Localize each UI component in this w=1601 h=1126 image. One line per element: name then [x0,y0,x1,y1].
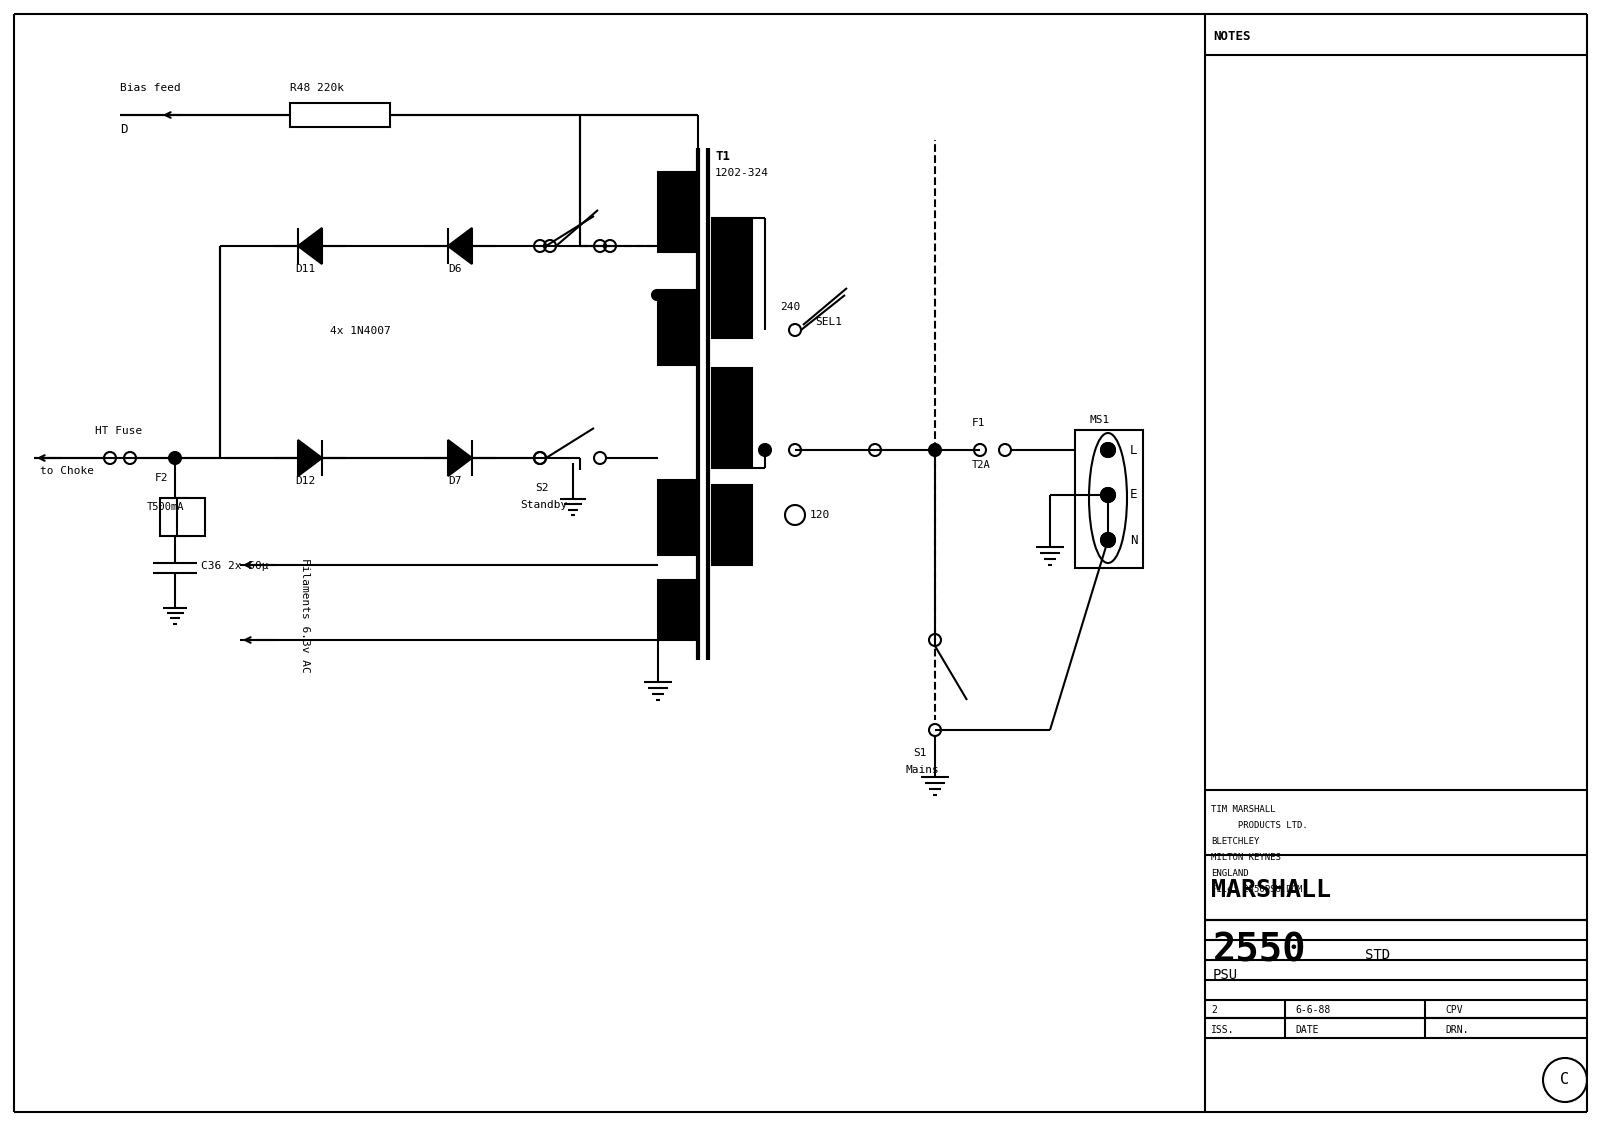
Text: Filaments 6.3v AC: Filaments 6.3v AC [299,557,311,672]
Bar [712,218,752,338]
Text: DRN.: DRN. [1446,1025,1468,1035]
Text: 220: 220 [714,445,735,455]
Bar [712,485,752,565]
Polygon shape [448,227,472,263]
Text: D6: D6 [448,263,461,274]
Text: T1: T1 [716,150,730,163]
Text: D12: D12 [295,476,315,486]
Text: C36 2x 50μ: C36 2x 50μ [202,561,269,571]
Text: F2: F2 [155,473,168,483]
Text: S2: S2 [535,483,549,493]
Text: Bias feed: Bias feed [120,83,181,93]
Text: 120: 120 [810,510,831,520]
Text: DATE: DATE [1295,1025,1319,1035]
Bar [290,102,391,127]
Circle shape [652,291,661,300]
Text: 6-6-88: 6-6-88 [1295,1006,1330,1015]
Circle shape [170,452,181,464]
Text: Standby: Standby [520,500,567,510]
Circle shape [1101,443,1114,457]
Text: TIM MARSHALL: TIM MARSHALL [1210,805,1276,814]
Text: S1: S1 [913,748,927,758]
Bar [712,368,752,468]
Text: STD: STD [1366,948,1390,962]
Text: E: E [1130,489,1137,501]
Text: MILTON KEYNES: MILTON KEYNES [1210,854,1281,863]
Polygon shape [298,440,322,476]
Text: ENGLAND: ENGLAND [1210,869,1249,878]
Circle shape [1101,533,1114,547]
Circle shape [1101,443,1114,457]
Text: F1: F1 [972,418,986,428]
Text: D11: D11 [295,263,315,274]
Bar [1074,430,1143,568]
Bar [178,498,205,536]
Text: R48 220k: R48 220k [290,83,344,93]
Text: PSU: PSU [1214,968,1238,982]
Text: T2A: T2A [972,461,991,470]
Polygon shape [298,227,322,263]
Text: PRODUCTS LTD.: PRODUCTS LTD. [1210,821,1308,830]
Text: T500mA: T500mA [147,502,184,512]
Text: ISS.: ISS. [1210,1025,1234,1035]
Circle shape [1101,488,1114,502]
Text: to Choke: to Choke [40,466,94,476]
Bar [160,498,187,536]
Text: C: C [1561,1072,1569,1088]
Text: MARSHALL: MARSHALL [1210,878,1330,902]
Bar [658,291,696,365]
Text: SEL1: SEL1 [815,318,842,327]
Text: D: D [120,123,128,136]
Bar [658,580,696,640]
Text: MS1: MS1 [1090,415,1109,425]
Text: 1202-324: 1202-324 [716,168,768,178]
Circle shape [1101,488,1114,502]
Text: NOTES: NOTES [1214,30,1250,43]
Text: CPV: CPV [1446,1006,1463,1015]
Circle shape [760,445,770,455]
Text: 240: 240 [780,302,800,312]
Text: D7: D7 [448,476,461,486]
Text: N: N [1130,534,1137,546]
Text: File: 2550PSU.DGM: File: 2550PSU.DGM [1210,885,1302,894]
Bar [658,480,696,555]
Text: 2: 2 [1210,1006,1217,1015]
Bar [658,172,696,252]
Text: 2550: 2550 [1214,931,1306,969]
Text: 4x 1N4007: 4x 1N4007 [330,327,391,336]
Text: L: L [1130,444,1137,456]
Circle shape [930,445,940,455]
Circle shape [1101,533,1114,547]
Text: Mains: Mains [905,765,938,775]
Text: BLETCHLEY: BLETCHLEY [1210,837,1260,846]
Text: HT Fuse: HT Fuse [94,426,142,436]
Polygon shape [448,440,472,476]
